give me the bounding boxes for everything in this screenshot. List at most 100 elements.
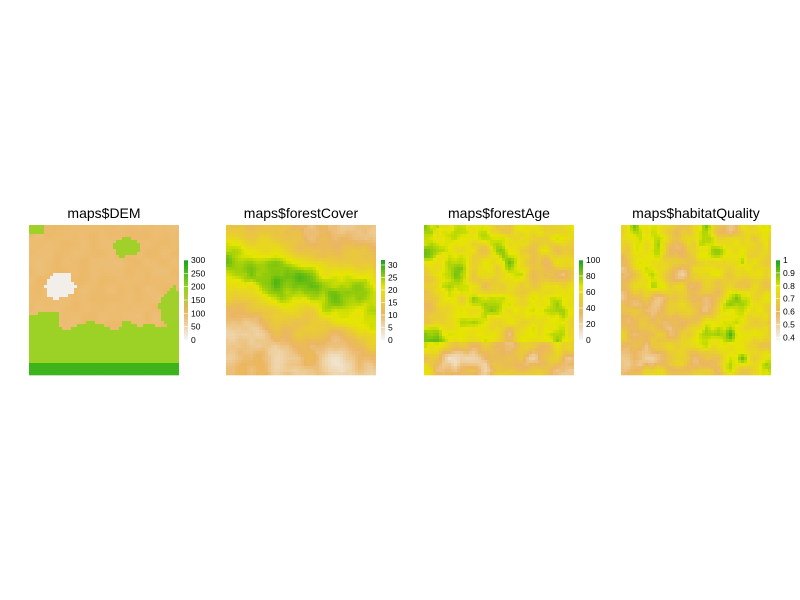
raster-cell bbox=[74, 234, 78, 238]
raster-cell bbox=[164, 279, 168, 283]
raster-cell bbox=[155, 255, 159, 259]
raster-cell bbox=[358, 333, 362, 337]
raster-cell bbox=[268, 234, 272, 238]
raster-cell bbox=[340, 360, 344, 364]
raster-cell bbox=[250, 225, 254, 229]
raster-cell bbox=[92, 279, 96, 283]
raster-cell bbox=[71, 312, 75, 316]
raster-cell bbox=[113, 297, 117, 301]
raster-cell bbox=[131, 270, 135, 274]
raster-cell bbox=[32, 324, 36, 328]
raster-cell bbox=[229, 336, 233, 340]
raster-cell bbox=[128, 282, 132, 286]
raster-cell bbox=[283, 348, 287, 352]
raster-cell bbox=[373, 228, 376, 232]
raster-cell bbox=[125, 291, 129, 295]
raster-cell bbox=[62, 249, 66, 253]
raster-cell bbox=[298, 279, 302, 283]
raster-cell bbox=[80, 249, 84, 253]
raster-cell bbox=[265, 318, 269, 322]
raster-cell bbox=[361, 333, 365, 337]
raster-cell bbox=[256, 354, 260, 358]
raster-cell bbox=[277, 330, 281, 334]
raster-cell bbox=[143, 366, 147, 370]
raster-cell bbox=[176, 258, 179, 262]
raster-cell bbox=[280, 321, 284, 325]
raster-cell bbox=[98, 324, 102, 328]
raster-cell bbox=[89, 354, 93, 358]
raster-cell bbox=[53, 303, 57, 307]
raster-cell bbox=[229, 264, 233, 268]
raster-cell bbox=[349, 273, 353, 277]
raster-cell bbox=[131, 243, 135, 247]
raster-cell bbox=[259, 342, 263, 346]
raster-cell bbox=[101, 342, 105, 346]
raster-cell bbox=[38, 315, 42, 319]
raster-cell bbox=[62, 306, 66, 310]
raster-cell bbox=[271, 264, 275, 268]
raster-cell bbox=[146, 366, 150, 370]
raster-cell bbox=[250, 333, 254, 337]
raster-cell bbox=[173, 342, 177, 346]
raster-cell bbox=[247, 264, 251, 268]
raster-cell bbox=[104, 279, 108, 283]
raster-cell bbox=[355, 354, 359, 358]
raster-cell bbox=[170, 357, 174, 361]
raster-cell bbox=[35, 225, 39, 229]
raster-cell bbox=[271, 300, 275, 304]
raster-cell bbox=[92, 267, 96, 271]
raster-cell bbox=[110, 276, 114, 280]
raster-cell bbox=[71, 330, 75, 334]
raster-cell bbox=[256, 246, 260, 250]
raster-cell bbox=[346, 282, 350, 286]
raster-cell bbox=[295, 360, 299, 364]
raster-cell bbox=[167, 267, 171, 271]
raster-cell bbox=[226, 276, 230, 280]
raster-cell bbox=[38, 279, 42, 283]
raster-cell bbox=[167, 261, 171, 265]
raster-cell bbox=[370, 342, 374, 346]
raster-cell bbox=[325, 369, 329, 373]
raster-cell bbox=[83, 285, 87, 289]
raster-cell bbox=[283, 267, 287, 271]
raster-cell bbox=[268, 267, 272, 271]
raster-cell bbox=[110, 261, 114, 265]
raster-cell bbox=[241, 249, 245, 253]
raster-cell bbox=[101, 321, 105, 325]
raster-cell bbox=[280, 288, 284, 292]
raster-cell bbox=[32, 336, 36, 340]
raster-cell bbox=[331, 348, 335, 352]
raster-cell bbox=[50, 252, 54, 256]
raster-cell bbox=[316, 309, 320, 313]
raster-cell bbox=[83, 294, 87, 298]
raster-cell bbox=[304, 303, 308, 307]
raster-cell bbox=[373, 240, 376, 244]
raster-cell bbox=[298, 318, 302, 322]
raster-cell bbox=[149, 231, 153, 235]
raster-cell bbox=[349, 285, 353, 289]
raster-cell bbox=[50, 243, 54, 247]
legend-color-step bbox=[184, 338, 188, 341]
raster-cell bbox=[29, 321, 33, 325]
raster-cell bbox=[364, 240, 368, 244]
raster-cell bbox=[32, 246, 36, 250]
raster-cell bbox=[173, 303, 177, 307]
raster-cell bbox=[65, 312, 69, 316]
raster-cell bbox=[101, 312, 105, 316]
raster-cell bbox=[71, 300, 75, 304]
raster-cell bbox=[68, 372, 72, 376]
raster-cell bbox=[53, 357, 57, 361]
raster-cell bbox=[253, 312, 257, 316]
raster-cell bbox=[65, 297, 69, 301]
raster-cell bbox=[140, 369, 144, 373]
raster-cell bbox=[134, 261, 138, 265]
raster-cell bbox=[262, 246, 266, 250]
raster-cell bbox=[155, 372, 159, 376]
raster-cell bbox=[80, 360, 84, 364]
raster-cell bbox=[110, 297, 114, 301]
raster-cell bbox=[346, 234, 350, 238]
raster-cell bbox=[128, 351, 132, 355]
raster-cell bbox=[280, 342, 284, 346]
raster-cell bbox=[119, 237, 123, 241]
raster-cell bbox=[47, 246, 51, 250]
